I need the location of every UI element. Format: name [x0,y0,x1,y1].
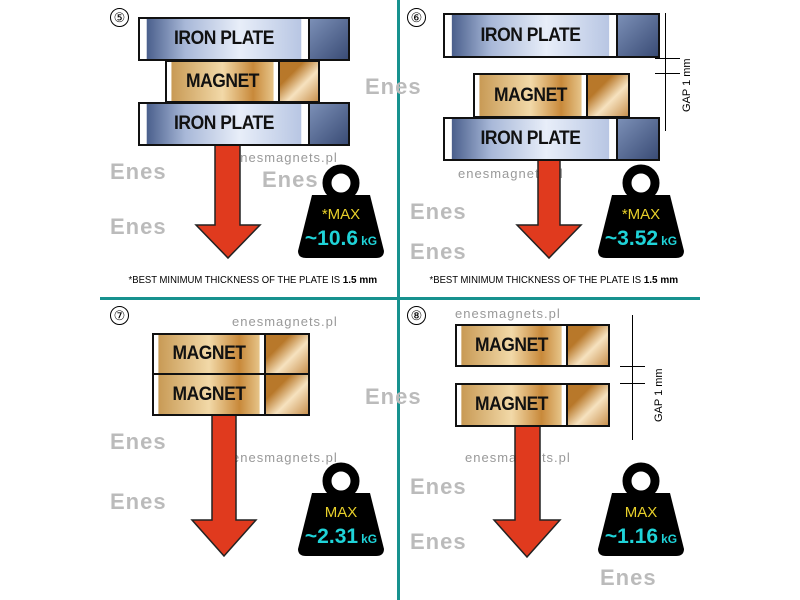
iron-plate: IRON PLATE [443,13,660,58]
iron-plate: IRON PLATE [138,17,350,61]
weight-value: ~10.6 [305,227,358,250]
watermark-logo: Enes [410,474,467,499]
weight-unit: kG [361,234,377,248]
weight-label: MAX [325,504,358,521]
magnet: MAGNET [152,373,310,416]
watermark-logo: Enes [410,199,467,224]
iron-plate: IRON PLATE [443,117,660,161]
weight-value: ~2.31 [305,525,358,548]
watermark-logo: Enes [365,74,422,99]
watermark-logo: Enes [110,159,167,184]
weight-icon: *MAX ~10.6 kG [298,164,384,258]
watermark-logo: Enes [110,214,167,239]
gap-label: GAP 1 mm [653,368,665,422]
panel-number: ⑦ [110,306,129,325]
weight-icon: *MAX ~3.52 kG [598,164,684,258]
weight-icon: MAX ~2.31 kG [298,462,384,556]
watermark-site: enesmagnets.pl [232,450,338,465]
footnote: *BEST MINIMUM THICKNESS OF THE PLATE IS … [429,274,679,286]
watermark-logo: Enes [262,167,319,192]
arrow-down-icon [492,425,562,559]
svg-text:~10.6kG: ~10.6 kG [305,227,377,250]
watermark-logo: Enes [410,239,467,264]
dimension-line [665,13,666,131]
arrow-down-icon [515,159,583,260]
weight-icon: MAX ~1.16 kG [598,462,684,556]
magnet: MAGNET [455,324,610,367]
watermark-logo: Enes [110,429,167,454]
weight-value: ~1.16 [605,525,658,548]
magnet: MAGNET [165,60,320,103]
magnet: MAGNET [455,383,610,427]
watermark-logo: Enes [410,529,467,554]
weight-unit: kG [661,234,677,248]
magnet: MAGNET [473,73,630,118]
horizontal-divider [100,297,700,300]
arrow-down-icon [190,414,258,558]
weight-unit: kG [361,532,377,546]
weight-value: ~3.52 [605,227,658,250]
watermark-site: enesmagnets.pl [455,306,561,321]
vertical-divider [397,0,400,600]
panel-number: ⑤ [110,8,129,27]
dimension-line [632,315,633,440]
iron-plate: IRON PLATE [138,102,350,146]
panel-number: ⑥ [407,8,426,27]
watermark-logo: Enes [365,384,422,409]
watermark-logo: Enes [110,489,167,514]
weight-label: *MAX [322,206,360,223]
watermark-site: enesmagnets.pl [232,150,338,165]
footnote: *BEST MINIMUM THICKNESS OF THE PLATE IS … [128,274,378,286]
panel-number: ⑧ [407,306,426,325]
weight-unit: kG [661,532,677,546]
weight-label: *MAX [622,206,660,223]
weight-label: MAX [625,504,658,521]
arrow-down-icon [194,144,262,260]
watermark-logo: Enes [600,565,657,590]
watermark-site: enesmagnets.pl [232,314,338,329]
gap-label: GAP 1 mm [681,58,693,112]
magnet: MAGNET [152,333,310,375]
watermark-site: enesmagnets.pl [458,166,564,181]
